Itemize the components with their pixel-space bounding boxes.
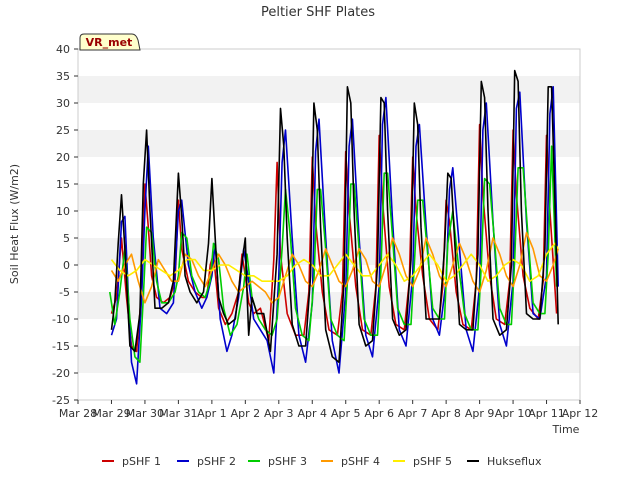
y-axis: -25 -20 -15 -10 -5 0 5 10 15 20 25 30 35 40 — [52, 43, 78, 407]
y-axis-label: Soil Heat Flux (W/m2) — [8, 164, 21, 284]
x-tick-label: Mar 31 — [159, 407, 197, 420]
x-tick-label: Mar 29 — [92, 407, 130, 420]
x-tick-label: Apr 1 — [197, 407, 227, 420]
x-tick-label: Apr 3 — [264, 407, 294, 420]
x-tick-label: Apr 6 — [364, 407, 394, 420]
x-tick-label: Apr 5 — [331, 407, 361, 420]
y-tick-label: 0 — [63, 259, 70, 272]
x-tick-label: Apr 12 — [562, 407, 599, 420]
legend-label: pSHF 4 — [341, 455, 380, 468]
grid-band — [78, 130, 580, 157]
site-label-text: VR_met — [86, 36, 133, 49]
x-axis-label: Time — [552, 423, 580, 436]
series-layer — [109, 69, 559, 385]
y-tick-label: 20 — [56, 151, 70, 164]
legend-label: pSHF 5 — [413, 455, 452, 468]
y-tick-label: 15 — [56, 178, 70, 191]
series-line-hukseflux — [110, 69, 559, 364]
x-tick-label: Mar 28 — [59, 407, 97, 420]
y-tick-label: 5 — [63, 232, 70, 245]
y-tick-label: -15 — [52, 340, 70, 353]
grid-band — [78, 76, 580, 103]
y-tick-label: 40 — [56, 43, 70, 56]
x-tick-label: Apr 11 — [528, 407, 565, 420]
x-tick-label: Apr 9 — [465, 407, 495, 420]
y-tick-label: 25 — [56, 124, 70, 137]
y-tick-label: 35 — [56, 70, 70, 83]
x-tick-label: Apr 10 — [495, 407, 532, 420]
y-tick-label: 30 — [56, 97, 70, 110]
x-tick-label: Apr 4 — [298, 407, 328, 420]
grid-band — [78, 49, 580, 76]
series-line-pshf-4 — [110, 231, 559, 304]
legend-label: Hukseflux — [487, 455, 542, 468]
x-tick-label: Apr 8 — [431, 407, 461, 420]
grid-band — [78, 184, 580, 211]
legend-label: pSHF 3 — [268, 455, 307, 468]
x-tick-label: Apr 2 — [231, 407, 261, 420]
legend: pSHF 1 pSHF 2 pSHF 3 pSHF 4 pSHF 5 Hukseflux — [102, 455, 542, 468]
grid-band — [78, 373, 580, 400]
y-tick-label: 10 — [56, 205, 70, 218]
legend-label: pSHF 1 — [122, 455, 161, 468]
plot-frame — [77, 48, 581, 401]
x-tick-label: Apr 7 — [398, 407, 428, 420]
x-tick-label: Mar 30 — [126, 407, 164, 420]
site-label-box: VR_met — [79, 33, 141, 51]
legend-label: pSHF 2 — [197, 455, 236, 468]
grid-band — [78, 346, 580, 373]
y-tick-label: -20 — [52, 367, 70, 380]
grid-band — [78, 103, 580, 130]
grid-band — [78, 157, 580, 184]
series-line-pshf-5 — [110, 242, 559, 283]
y-tick-label: -25 — [52, 394, 70, 407]
y-tick-label: -5 — [59, 286, 70, 299]
grid-band — [78, 211, 580, 238]
chart-title: Peltier SHF Plates — [261, 5, 375, 20]
y-tick-label: -10 — [52, 313, 70, 326]
